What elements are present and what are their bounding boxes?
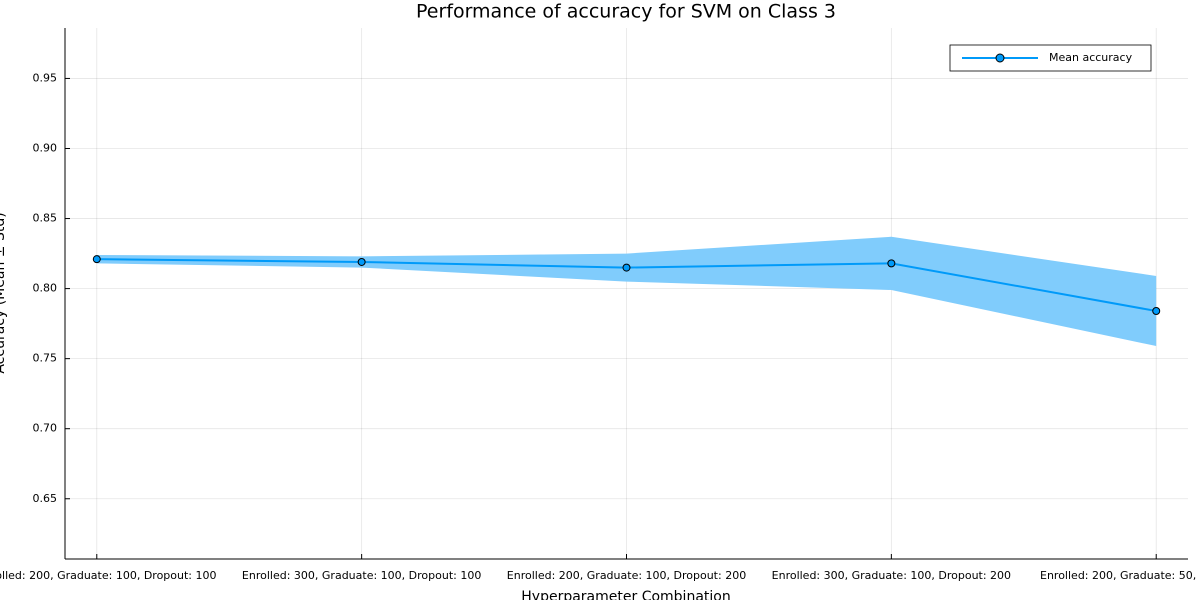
legend-label: Mean accuracy (1049, 51, 1133, 64)
x-tick-label: Enrolled: 200, Graduate: 100, Dropout: 1… (0, 569, 216, 582)
chart-title: Performance of accuracy for SVM on Class… (416, 1, 836, 23)
point (887, 259, 896, 268)
y-tick-label: 0.95 (33, 71, 58, 84)
y-tick-label: 0.75 (33, 352, 58, 365)
point (357, 257, 366, 266)
x-tick-label: Enrolled: 300, Graduate: 100, Dropout: 2… (772, 569, 1011, 582)
y-tick-label: 0.85 (33, 212, 58, 225)
x-tick-label: Enrolled: 200, Graduate: 50, Dropout: 10… (1040, 569, 1200, 582)
y-tick-label: 0.65 (33, 492, 58, 505)
legend-marker (995, 53, 1005, 63)
y-axis-label: Accuracy (Mean ± Std) (0, 212, 8, 373)
x-tick-label: Enrolled: 200, Graduate: 100, Dropout: 2… (507, 569, 746, 582)
y-tick-label: 0.70 (33, 422, 58, 435)
point (1152, 307, 1161, 316)
y-tick-label: 0.80 (33, 282, 58, 295)
x-tick-label: Enrolled: 300, Graduate: 100, Dropout: 1… (242, 569, 481, 582)
point (622, 263, 631, 272)
x-axis-label: Hyperparameter Combination (521, 589, 730, 600)
y-tick-label: 0.90 (33, 141, 58, 154)
point (92, 255, 101, 264)
